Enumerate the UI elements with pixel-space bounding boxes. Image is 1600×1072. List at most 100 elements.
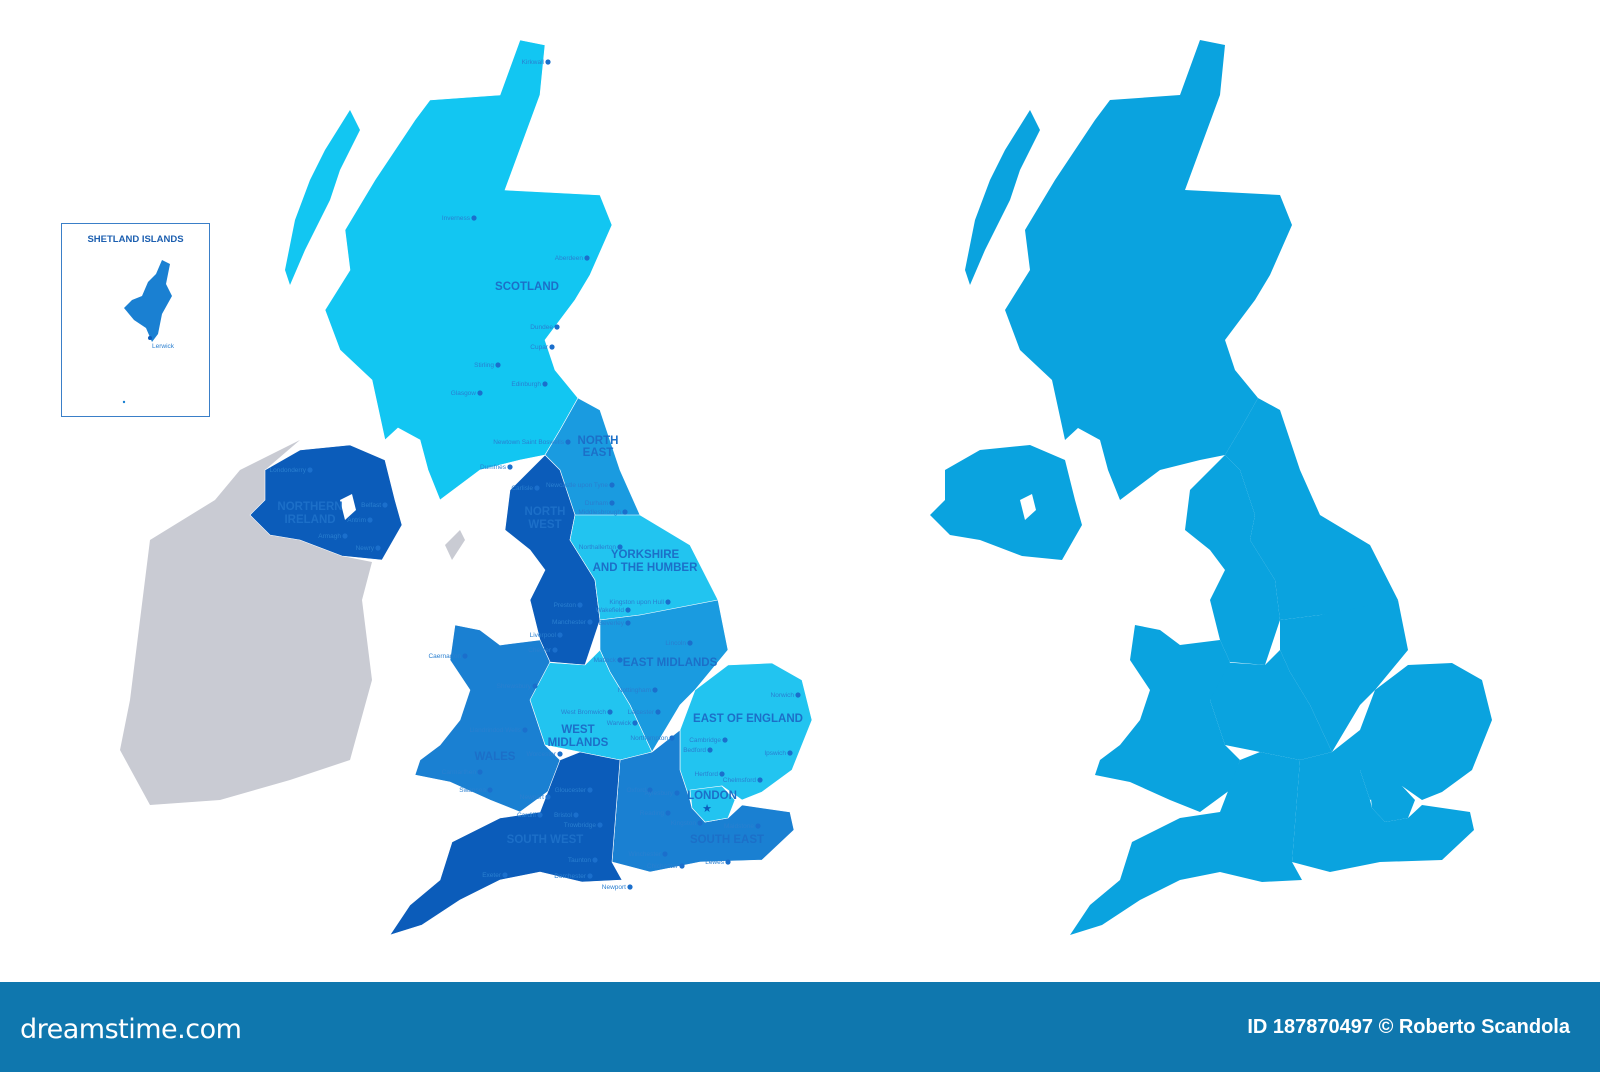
brand-logo[interactable]: dreamstime.com [20, 1014, 242, 1045]
city-marker [542, 381, 548, 387]
city-marker [507, 464, 513, 470]
city-label: Lewes [705, 859, 725, 866]
lough-neagh [340, 494, 356, 520]
label-northern-ireland-1: NORTHERN [277, 501, 342, 513]
city-label: Norwich [771, 692, 795, 699]
label-west-midlands-2: MIDLANDS [548, 737, 609, 749]
city-label: Beverley [599, 620, 625, 627]
city-marker [725, 859, 731, 865]
city-label: Aylesbury [645, 790, 674, 797]
shetland-islands-map: Lerwick [122, 260, 175, 404]
city-marker [669, 735, 675, 741]
inset-title: SHETLAND ISLANDS [87, 234, 184, 245]
city-label: Bristol [554, 812, 573, 819]
city-marker [625, 620, 631, 626]
city-label: Dorchester [554, 873, 587, 880]
city-label: Reading [640, 810, 665, 817]
city-marker [471, 215, 477, 221]
city-marker [587, 873, 593, 879]
label-south-east: SOUTH EAST [690, 834, 764, 846]
city-label: Stirling [474, 362, 494, 369]
city-marker [719, 771, 725, 777]
city-label: Armagh [318, 533, 341, 540]
city-label: Newcastle upon Tyne [546, 482, 608, 489]
city-marker [557, 632, 563, 638]
city-label: Dumfries [480, 464, 507, 471]
city-label: Hertford [695, 771, 719, 778]
city-marker [307, 467, 313, 473]
city-marker [607, 709, 613, 715]
city-marker [584, 255, 590, 261]
city-label: Carlisle [511, 485, 533, 492]
city-label: Carmarthen [442, 769, 477, 776]
city-marker [477, 769, 483, 775]
city-label: Newport [602, 884, 626, 891]
city-label: Winchester [628, 851, 661, 858]
city-marker [722, 737, 728, 743]
city-marker [697, 820, 703, 826]
city-marker [342, 533, 348, 539]
label-yorkshire-2: AND THE HUMBER [593, 562, 698, 574]
city-marker [522, 727, 528, 733]
city-label: Taunton [568, 857, 592, 864]
city-label: Swansea [459, 787, 486, 794]
city-marker [627, 884, 633, 890]
city-marker [545, 59, 551, 65]
city-label: Chester [528, 647, 552, 654]
city-marker [617, 544, 623, 550]
city-label: Lincoln [665, 640, 686, 647]
regional-map: SCOTLAND NORTH EAST NORTH WEST YORKSHIRE… [120, 39, 813, 936]
city-label: Newry [356, 545, 375, 552]
label-north-west-2: WEST [528, 519, 561, 531]
label-northern-ireland-2: IRELAND [284, 514, 335, 526]
city-label: Londonderry [270, 467, 307, 474]
plain-map [930, 40, 1492, 935]
city-label: Bedford [683, 747, 706, 754]
isle-of-man [445, 530, 465, 560]
label-north-east-1: NORTH [578, 435, 619, 447]
city-label: Wakefield [596, 607, 625, 614]
city-label: Liverpool [530, 632, 557, 639]
city-marker [382, 502, 388, 508]
city-label: Nottingham [618, 687, 651, 694]
city-label: Cambridge [689, 737, 721, 744]
city-label: Worcester [527, 751, 557, 758]
city-label: Cardiff [517, 812, 536, 819]
city-marker [477, 390, 483, 396]
label-london: LONDON [687, 790, 737, 802]
label-wales: WALES [475, 751, 516, 763]
city-marker [495, 362, 501, 368]
city-label: Cupar [530, 344, 549, 351]
city-label: Edinburgh [511, 381, 541, 388]
city-marker [609, 482, 615, 488]
city-lerwick: Lerwick [152, 343, 175, 350]
city-marker [687, 640, 693, 646]
city-label: Kingston upon Hull [609, 599, 664, 606]
city-marker [652, 687, 658, 693]
city-label: Kirkwall [522, 59, 545, 66]
city-markers: Kirkwall Inverness Aberdeen Dundee Cupar Stir… [270, 59, 801, 891]
city-label: Northallerton [579, 544, 617, 551]
city-label: Oxford [626, 787, 646, 794]
city-marker [622, 509, 628, 515]
city-marker [625, 607, 631, 613]
city-marker [665, 810, 671, 816]
city-marker [632, 720, 638, 726]
city-marker [587, 619, 593, 625]
label-east-of-england: EAST OF ENGLAND [693, 713, 803, 725]
city-label: Glasgow [451, 390, 477, 397]
city-label: Caernarfon [428, 653, 461, 660]
city-marker [549, 344, 555, 350]
city-marker [655, 709, 661, 715]
city-marker [552, 647, 558, 653]
image-credit: ID 187870497 © Roberto Scandola [1247, 1016, 1570, 1038]
city-marker [707, 747, 713, 753]
city-label: Newport [520, 794, 544, 801]
label-north-east-2: EAST [583, 447, 614, 459]
city-label: Durham [585, 500, 608, 507]
city-label: Exeter [482, 872, 502, 879]
city-label: West Bromwich [561, 709, 606, 716]
city-label: Antrim [347, 517, 366, 524]
city-marker [662, 851, 668, 857]
city-marker [587, 787, 593, 793]
